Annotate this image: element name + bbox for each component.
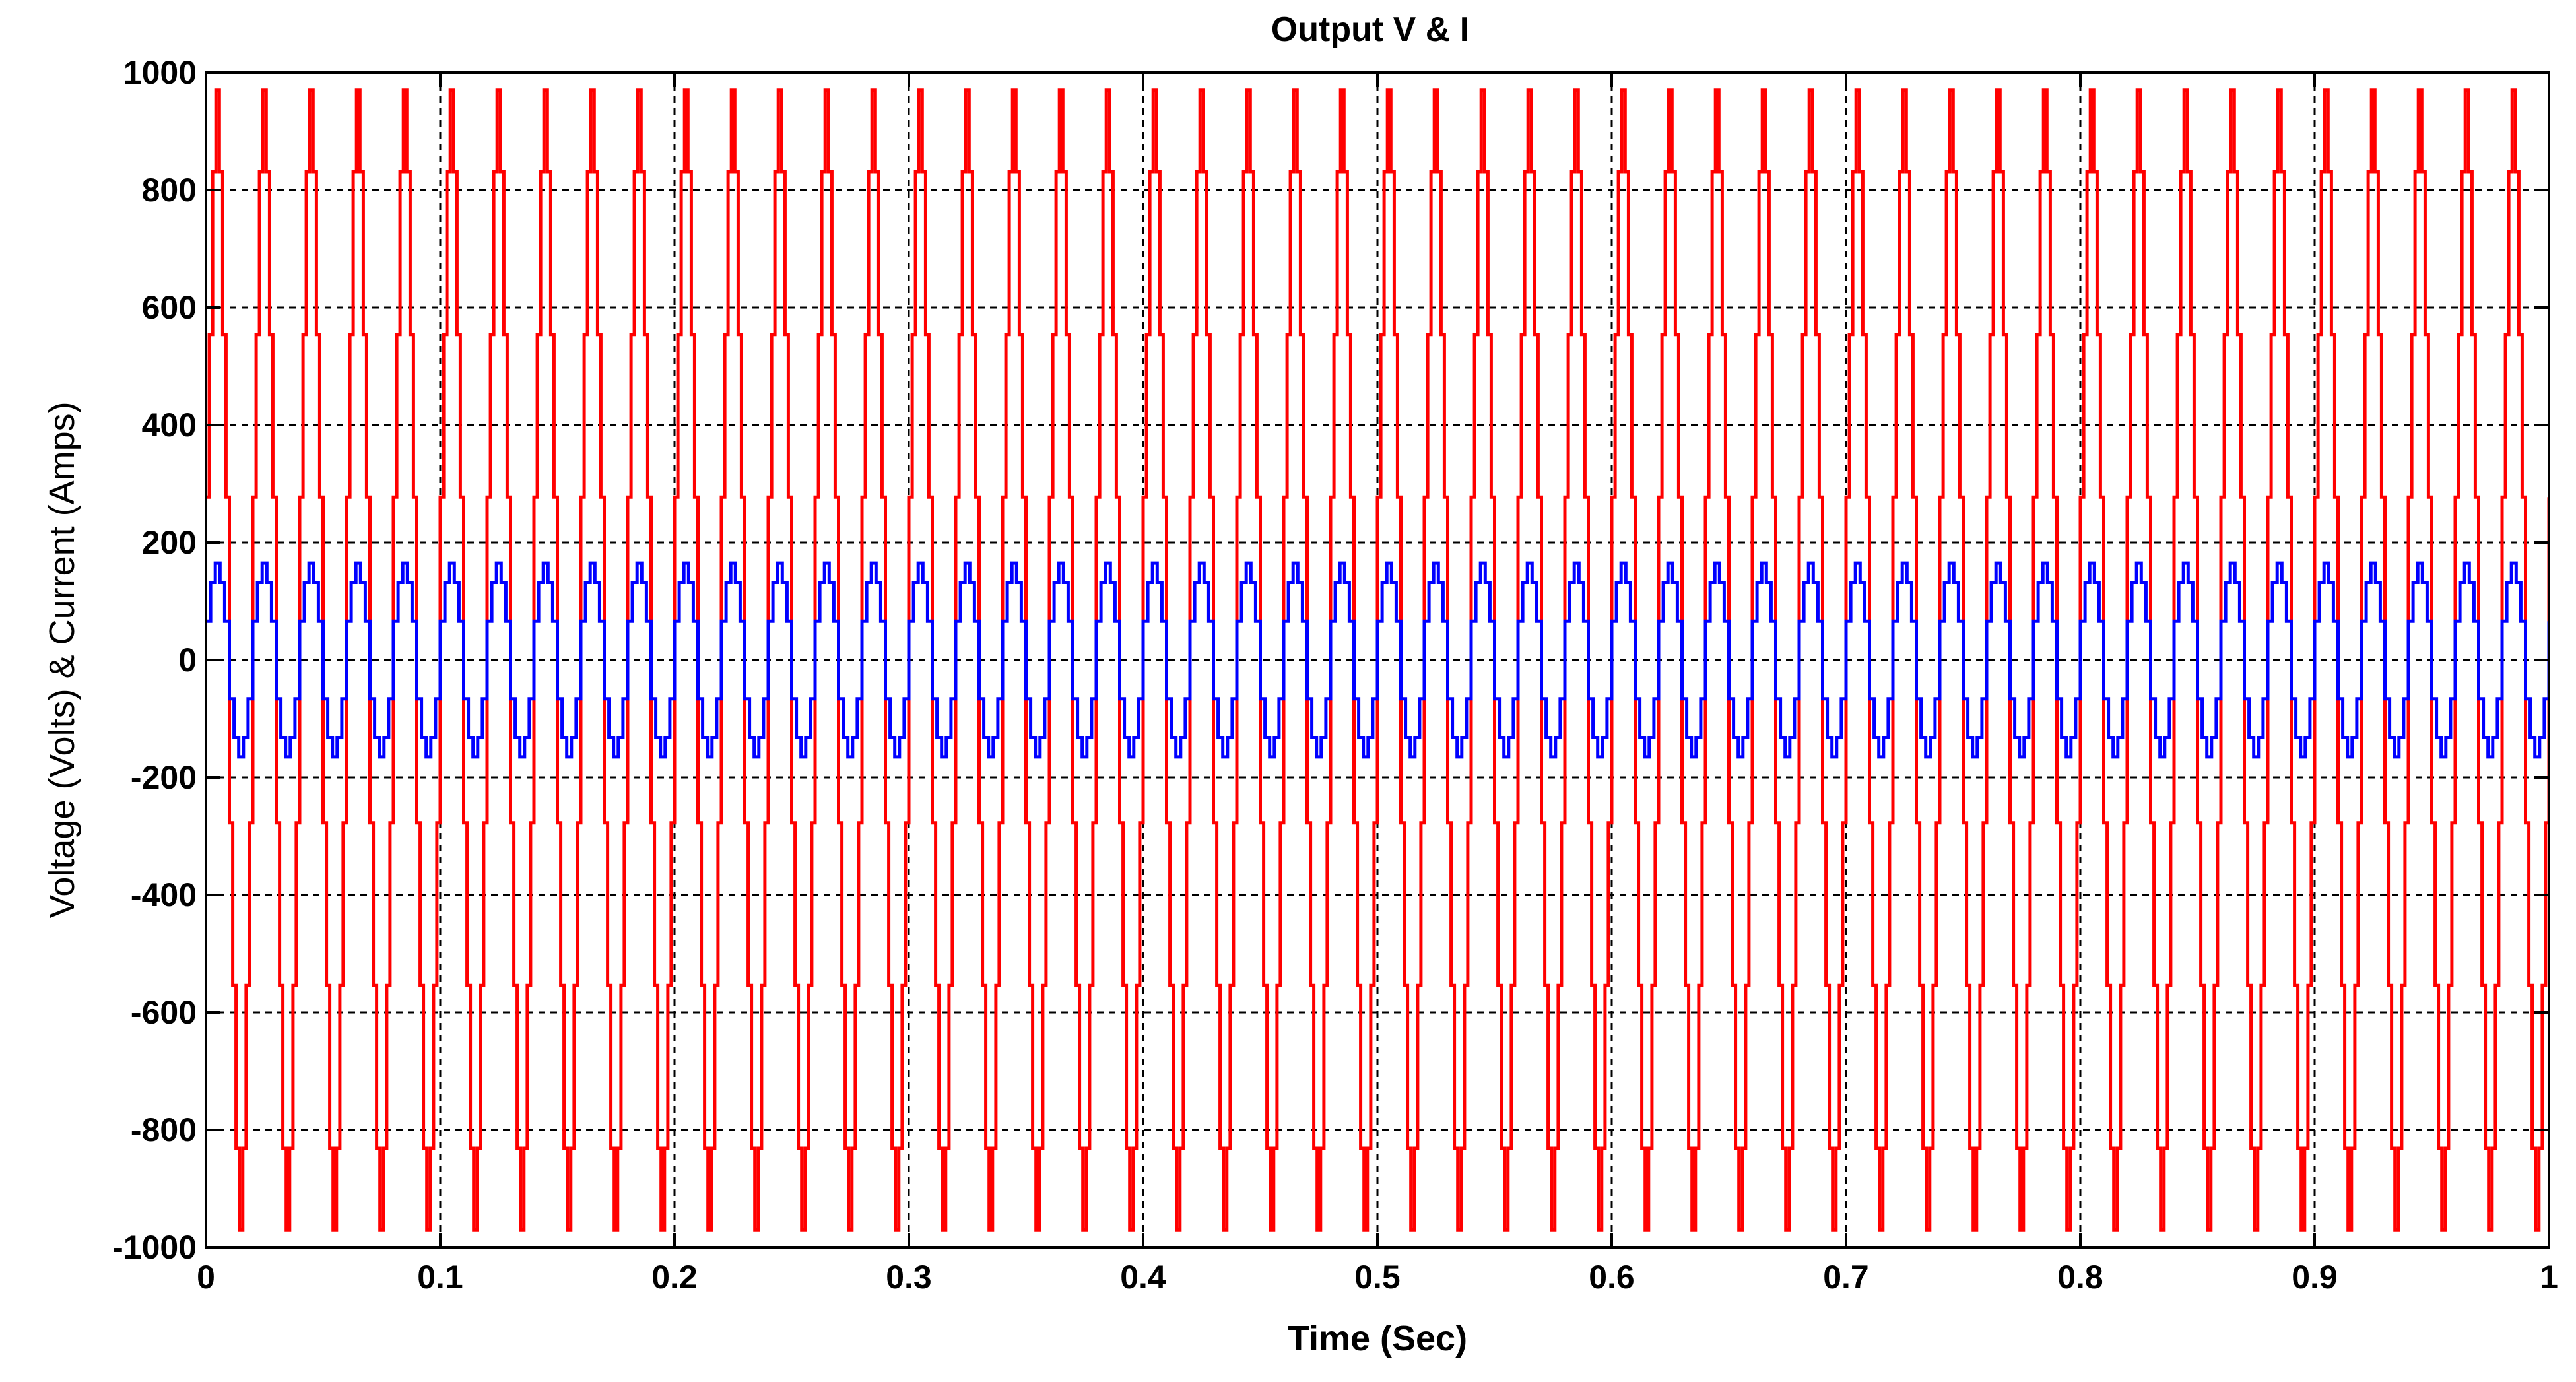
y-tick-label: 800 — [142, 172, 197, 209]
y-tick-label: 400 — [142, 407, 197, 444]
y-tick-label: 600 — [142, 289, 197, 326]
x-tick-label: 0.4 — [1120, 1259, 1166, 1296]
y-tick-label: -600 — [131, 994, 197, 1031]
x-tick-label: 0.5 — [1354, 1259, 1401, 1296]
x-tick-label: 0.7 — [1823, 1259, 1869, 1296]
x-tick-label: 1 — [2540, 1259, 2558, 1296]
x-tick-label: 0.9 — [2292, 1259, 2338, 1296]
y-tick-label: -200 — [131, 759, 197, 796]
x-tick-labels: 0 0.1 0.2 0.3 0.4 0.5 0.6 0.7 0.8 0.9 1 — [197, 1259, 2558, 1296]
y-tick-marks — [206, 71, 2549, 1249]
x-tick-label: 0.3 — [886, 1259, 932, 1296]
y-tick-label: 200 — [142, 524, 197, 561]
plot-series — [206, 88, 2549, 1232]
x-tick-marks — [205, 73, 2550, 1247]
y-tick-label: -800 — [131, 1111, 197, 1148]
y-tick-label: 0 — [178, 642, 197, 678]
voltage-series-line — [206, 88, 2549, 1232]
x-tick-label: 0.6 — [1589, 1259, 1635, 1296]
y-tick-labels: 1000 800 600 400 200 0 -200 -400 -600 -800 -1000 — [112, 54, 197, 1266]
y-axis-label: Voltage (Volts) & Current (Amps) — [42, 401, 82, 918]
y-tick-label: -400 — [131, 876, 197, 913]
current-series-line — [206, 561, 2549, 759]
x-axis-label: Time (Sec) — [1288, 1319, 1467, 1358]
chart-title: Output V & I — [1271, 11, 1469, 49]
x-tick-label: 0.1 — [417, 1259, 463, 1296]
x-tick-label: 0 — [197, 1259, 215, 1296]
y-tick-label: 1000 — [123, 54, 197, 91]
y-tick-label: -1000 — [112, 1229, 197, 1266]
x-tick-label: 0.2 — [651, 1259, 698, 1296]
x-tick-label: 0.8 — [2057, 1259, 2103, 1296]
